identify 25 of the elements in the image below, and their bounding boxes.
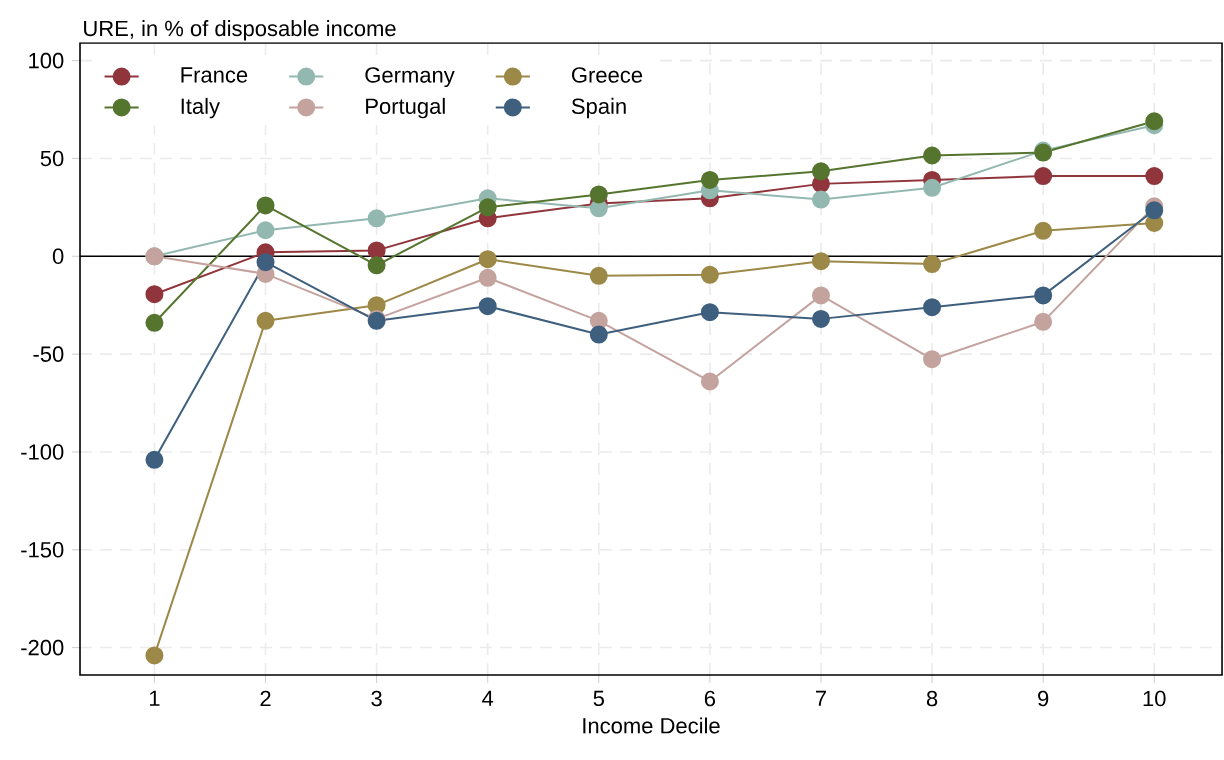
x-tick-label: 3: [371, 690, 382, 707]
x-tick-label: 9: [1038, 690, 1049, 707]
x-tick-label: 1: [149, 690, 160, 706]
x-tick-label: 7: [815, 690, 826, 706]
y-tick-label: 100: [29, 52, 64, 69]
x-tick-label: 6: [704, 690, 716, 707]
legend-label: Portugal: [366, 97, 445, 119]
x-tick-label: 4: [482, 690, 494, 706]
legend-label: France: [181, 67, 248, 83]
y-tick-label: -50: [33, 346, 64, 362]
y-tick-label: -150: [21, 542, 64, 558]
y-tick-label: 0: [52, 248, 64, 265]
x-tick-label: 5: [593, 690, 604, 707]
legend-label: Greece: [572, 67, 643, 83]
legend-label: Italy: [181, 97, 220, 119]
x-tick-label: 8: [926, 690, 938, 707]
y-tick-label: 50: [40, 150, 64, 167]
x-tick-label: 10: [1143, 690, 1166, 707]
y-axis-title: URE, in % of disposable income: [84, 20, 396, 41]
legend-label: Germany: [365, 67, 455, 88]
y-tick-label: -100: [21, 444, 64, 460]
y-tick-label: -200: [21, 639, 64, 656]
legend-label: Spain: [571, 97, 626, 119]
x-tick-label: 2: [260, 690, 271, 707]
x-axis-title: Income Decile: [583, 717, 720, 734]
